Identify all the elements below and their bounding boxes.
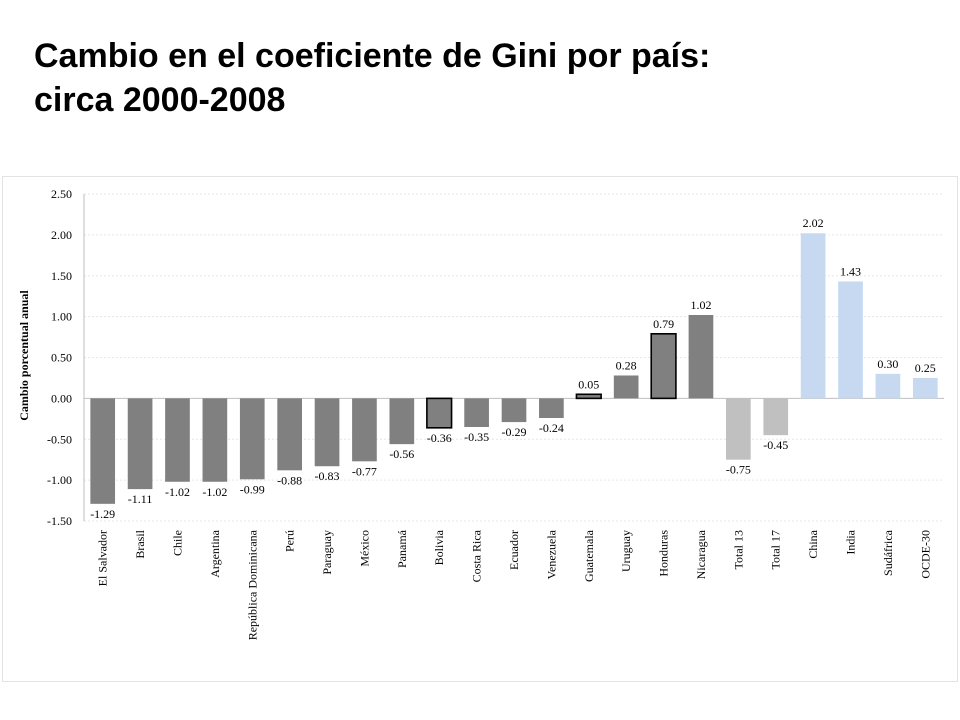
data-label: -0.77	[352, 464, 377, 478]
data-label: 0.05	[578, 377, 599, 391]
data-label: -0.36	[427, 431, 452, 445]
x-tick-label: El Salvador	[96, 530, 110, 586]
x-tick-label: Costa Rica	[470, 529, 484, 582]
bar	[501, 398, 527, 423]
x-tick-label: Total 13	[731, 530, 745, 570]
bar	[650, 332, 677, 400]
x-tick-label: Uruguay	[619, 530, 633, 572]
data-label: 0.25	[915, 361, 936, 375]
x-tick-label: Guatemala	[582, 529, 596, 582]
bar	[575, 393, 602, 400]
y-tick-label: 2.00	[51, 228, 72, 242]
bar	[763, 398, 789, 436]
data-label: 0.28	[616, 358, 637, 372]
bar	[912, 377, 938, 399]
x-tick-label: Paraguay	[320, 530, 334, 575]
y-tick-label: 1.00	[51, 310, 72, 324]
value-labels: -1.29 -1.11 -1.02 -1.02 -0.99 -0.88 -0.83 -0.77…	[90, 216, 936, 521]
y-tick-label: -1.00	[47, 473, 72, 487]
data-label: -1.02	[165, 485, 190, 499]
x-tick-label: Brasil	[133, 529, 147, 558]
x-tick-label: Venezuela	[544, 529, 558, 579]
data-label: 0.79	[653, 317, 674, 331]
bar	[539, 398, 564, 418]
x-tick-label: India	[844, 529, 858, 554]
y-axis-title: Cambio porcentual anual	[17, 290, 31, 421]
x-tick-label: Nicaragua	[694, 529, 708, 579]
category-labels: El Salvador Brasil Chile Argentina República…	[96, 529, 933, 640]
x-tick-label: México	[357, 530, 371, 567]
data-label: -0.88	[277, 473, 302, 487]
bar	[613, 375, 639, 399]
bar	[277, 398, 302, 471]
y-tick-label: 2.50	[51, 187, 72, 201]
bars	[90, 233, 938, 504]
y-tick-label: -0.50	[47, 432, 72, 446]
y-axis-ticks: 2.50 2.00 1.50 1.00 0.50 0.00 -0.50 -1.00 -1.50	[47, 187, 72, 528]
y-tick-label: 0.50	[51, 351, 72, 365]
data-label: -0.99	[240, 482, 265, 496]
bar	[464, 398, 489, 427]
bar	[838, 281, 863, 399]
data-label: -0.75	[726, 463, 751, 477]
data-label: -0.56	[389, 447, 414, 461]
page-title: Cambio en el coeficiente de Gini por paí…	[34, 34, 934, 122]
bar	[875, 373, 901, 399]
x-tick-label: Ecuador	[507, 530, 521, 570]
bar	[314, 398, 340, 467]
x-tick-label: República Dominicana	[245, 529, 259, 640]
y-tick-label: -1.50	[47, 514, 72, 528]
x-tick-label: Panamá	[395, 529, 409, 568]
x-tick-label: Perú	[283, 530, 297, 552]
data-label: -0.45	[763, 438, 788, 452]
bar	[127, 398, 153, 490]
bar	[352, 398, 377, 462]
bar	[239, 398, 265, 480]
data-label: -1.29	[90, 507, 115, 521]
title-line-2: circa 2000-2008	[34, 81, 286, 119]
y-tick-label: 1.50	[51, 269, 72, 283]
x-tick-label: OCDE-30	[918, 530, 932, 579]
x-tick-label: Argentina	[208, 529, 222, 577]
bar	[165, 398, 190, 482]
data-label: 1.43	[840, 264, 861, 278]
data-label: 2.02	[803, 216, 824, 230]
data-label: -0.24	[539, 421, 564, 435]
bar	[389, 398, 415, 445]
bar	[202, 398, 228, 482]
bar	[90, 398, 116, 504]
x-tick-label: Chile	[170, 530, 184, 556]
y-tick-label: 0.00	[51, 391, 72, 405]
data-label: -1.11	[128, 492, 153, 506]
data-label: -0.83	[315, 469, 340, 483]
data-label: 0.30	[877, 357, 898, 371]
x-tick-label: Total 17	[769, 530, 783, 570]
bar	[800, 233, 826, 399]
x-tick-label: Sudáfrica	[881, 529, 895, 576]
x-tick-label: Bolivia	[432, 529, 446, 565]
title-line-1: Cambio en el coeficiente de Gini por paí…	[34, 37, 711, 75]
bar	[426, 397, 453, 429]
x-tick-label: Honduras	[657, 530, 671, 577]
data-label: -0.35	[464, 430, 489, 444]
data-label: -1.02	[202, 485, 227, 499]
x-tick-label: China	[806, 529, 820, 558]
data-label: 1.02	[690, 298, 711, 312]
data-label: -0.29	[502, 425, 527, 439]
chart-frame	[2, 176, 958, 682]
bar	[726, 398, 751, 460]
bar	[688, 314, 714, 399]
